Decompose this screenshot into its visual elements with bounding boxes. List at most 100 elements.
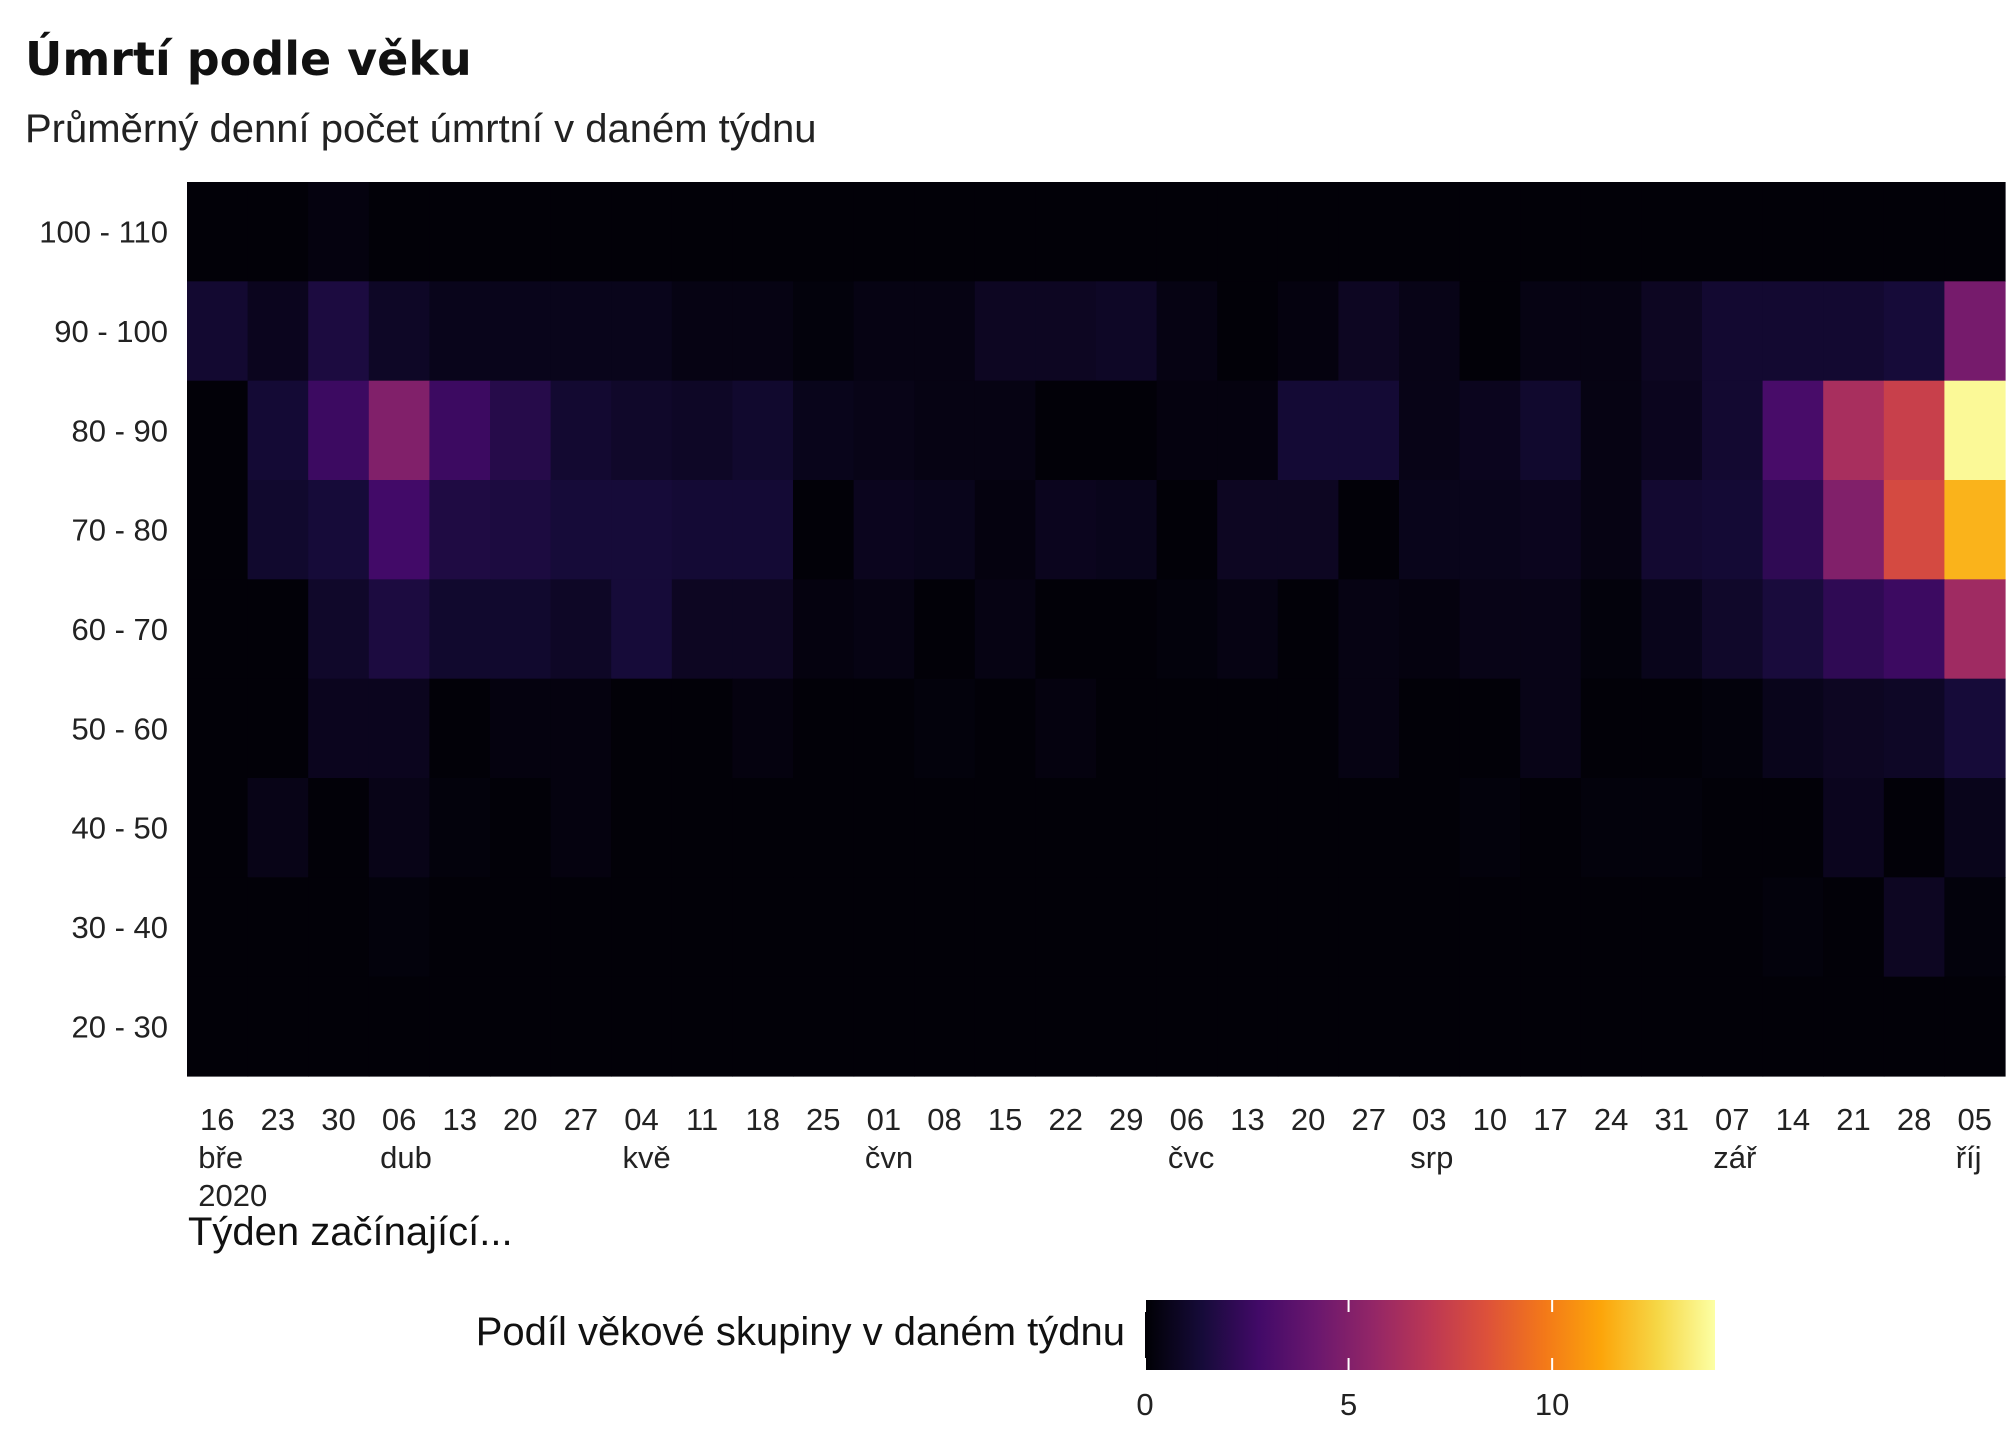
heatmap-cell	[974, 480, 1036, 580]
heatmap-cell	[1823, 380, 1885, 481]
heatmap-cell	[793, 380, 855, 481]
heatmap-cell	[247, 380, 309, 481]
heatmap-cell	[974, 877, 1036, 978]
heatmap-cell	[1944, 182, 2006, 282]
heatmap-cell	[793, 579, 855, 680]
heatmap-cell	[1096, 778, 1158, 878]
x-tick-day: 13	[1230, 1102, 1264, 1137]
heatmap-cell	[1277, 579, 1339, 680]
heatmap-cell	[1641, 877, 1703, 978]
x-tick-day: 20	[503, 1102, 537, 1137]
x-tick-day: 22	[1048, 1102, 1082, 1137]
heatmap-cell	[1762, 877, 1824, 978]
heatmap-cell	[1762, 579, 1824, 680]
heatmap-cell	[1156, 480, 1218, 580]
heatmap-cell	[550, 778, 612, 878]
heatmap-cell	[1762, 182, 1824, 282]
heatmap-cell	[1520, 877, 1582, 978]
heatmap-cell	[429, 380, 491, 481]
heatmap-cell	[1399, 579, 1461, 680]
heatmap-cell	[914, 579, 976, 680]
heatmap-cell	[1338, 380, 1400, 481]
heatmap-cell	[732, 678, 794, 779]
heatmap-cell	[490, 281, 552, 382]
heatmap-cell	[1277, 182, 1339, 282]
heatmap-cell	[1944, 281, 2006, 382]
heatmap-cell	[1883, 877, 1945, 978]
heatmap-cell	[187, 778, 249, 878]
heatmap-cell	[611, 877, 673, 978]
heatmap-cell	[308, 579, 370, 680]
heatmap-cell	[1399, 877, 1461, 978]
x-tick-day: 28	[1897, 1102, 1931, 1137]
heatmap-cell	[1399, 380, 1461, 481]
heatmap-cell	[1035, 480, 1097, 580]
heatmap-cell	[550, 579, 612, 680]
heatmap-cell	[490, 182, 552, 282]
heatmap-cell	[308, 678, 370, 779]
heatmap-cell	[550, 380, 612, 481]
heatmap-cell	[1823, 480, 1885, 580]
heatmap-cell	[1823, 976, 1885, 1077]
heatmap-cell	[308, 380, 370, 481]
heatmap-cell	[974, 579, 1036, 680]
heatmap-cell	[1641, 281, 1703, 382]
heatmap-cell	[429, 579, 491, 680]
heatmap-cell	[490, 380, 552, 481]
heatmap-cell	[1338, 281, 1400, 382]
heatmap-cell	[671, 579, 733, 680]
heatmap-cell	[671, 778, 733, 878]
heatmap-cell	[1156, 281, 1218, 382]
heatmap-cell	[308, 480, 370, 580]
y-tick-label: 90 - 100	[54, 314, 168, 349]
heatmap-cell	[1944, 778, 2006, 878]
heatmap-cell	[1217, 480, 1279, 580]
heatmap-cell	[914, 778, 976, 878]
heatmap-cell	[1762, 380, 1824, 481]
heatmap-cell	[1702, 976, 1764, 1077]
heatmap-cell	[1883, 182, 1945, 282]
heatmap-cell	[1277, 778, 1339, 878]
chart-title: Úmrtí podle věku	[25, 32, 472, 86]
x-axis-title: Týden začínající...	[188, 1210, 513, 1254]
plot-area	[187, 182, 2006, 1077]
heatmap-cell	[853, 480, 915, 580]
heatmap-cell	[1520, 579, 1582, 680]
heatmap-cell	[490, 678, 552, 779]
heatmap-cell	[914, 480, 976, 580]
heatmap-cell	[914, 380, 976, 481]
x-tick-day: 23	[261, 1102, 295, 1137]
heatmap-cell	[550, 480, 612, 580]
y-tick-label: 100 - 110	[39, 215, 168, 250]
heatmap-cell	[1156, 778, 1218, 878]
heatmap-cell	[1520, 480, 1582, 580]
heatmap-cell	[1459, 579, 1521, 680]
x-tick-day: 07	[1715, 1102, 1749, 1137]
y-tick-label: 50 - 60	[71, 711, 168, 746]
heatmap-cell	[732, 778, 794, 878]
heatmap-cell	[611, 182, 673, 282]
heatmap-cell	[1338, 182, 1400, 282]
heatmap-cell	[1035, 182, 1097, 282]
heatmap-cell	[974, 778, 1036, 878]
colorbar-tick-label: 5	[1340, 1387, 1357, 1422]
heatmap-cell	[1096, 182, 1158, 282]
heatmap-cell	[1702, 579, 1764, 680]
heatmap-cell	[1156, 182, 1218, 282]
heatmap-cell	[1156, 976, 1218, 1077]
heatmap-cell	[1580, 182, 1642, 282]
heatmap-cell	[671, 380, 733, 481]
heatmap-cell	[611, 281, 673, 382]
x-tick-day: 10	[1473, 1102, 1507, 1137]
heatmap-cell	[853, 380, 915, 481]
heatmap-cell	[1944, 976, 2006, 1077]
heatmap-cell	[793, 877, 855, 978]
heatmap-cell	[1823, 579, 1885, 680]
x-tick-day: 16	[200, 1102, 234, 1137]
y-tick-label: 20 - 30	[71, 1009, 168, 1044]
heatmap-cell	[368, 579, 430, 680]
heatmap-cell	[611, 480, 673, 580]
heatmap-cell	[671, 480, 733, 580]
x-tick-month: říj	[1956, 1140, 1982, 1175]
heatmap-cell	[793, 778, 855, 878]
